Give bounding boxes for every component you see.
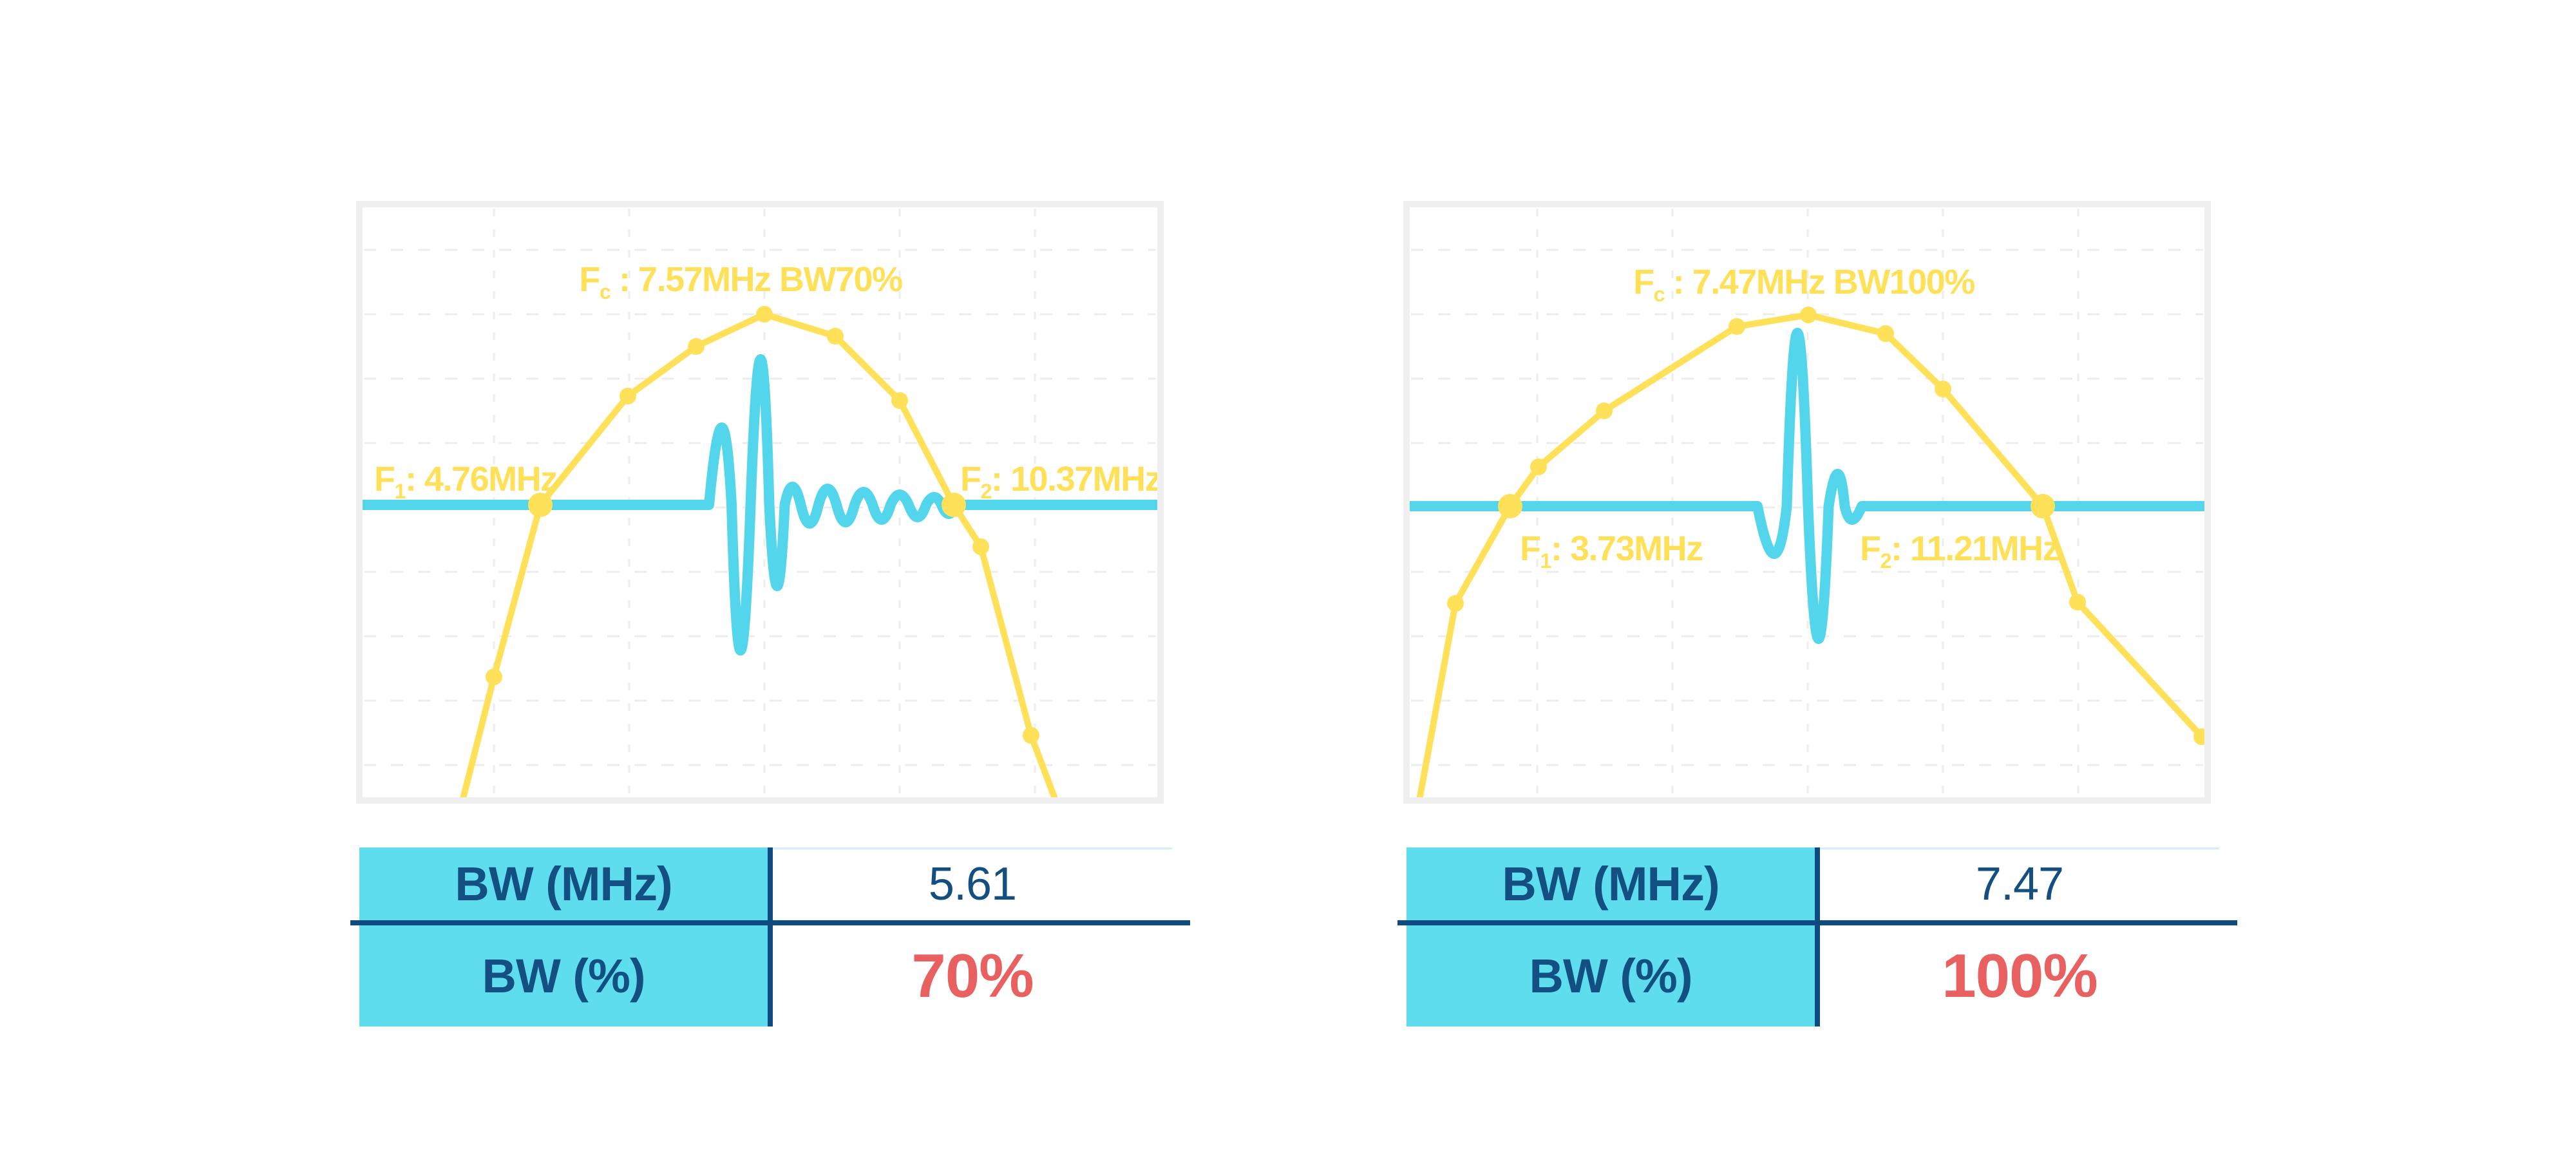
table-row-divider-line: [1397, 920, 2237, 925]
bw-mhz-value-cell: 5.61: [773, 847, 1172, 920]
bw-pct-value: 100%: [1942, 941, 2098, 1010]
f2-annotation: F2: 10.37MHz: [960, 460, 1162, 502]
spectrum-data-point: [486, 668, 502, 685]
table-row-divider-line: [350, 920, 1190, 925]
bw-mhz-value: 7.47: [1975, 858, 2064, 910]
bw-pct-value-cell: 70%: [773, 925, 1172, 1026]
f1-symbol: F: [1520, 529, 1541, 568]
pulse-waveform: [1403, 328, 2211, 644]
bw-pct-label-cell: BW (%): [1406, 925, 1815, 1026]
bandwidth-edge-marker: [2031, 494, 2055, 518]
spectrum-data-point: [1728, 318, 1745, 335]
f1-annotation: F1: 3.73MHz: [1520, 529, 1703, 571]
table-column-separator: [768, 847, 773, 1026]
f1-symbol: F: [374, 460, 395, 498]
spectrum-data-point: [688, 338, 705, 355]
bw-mhz-label-cell: BW (MHz): [1406, 847, 1815, 920]
bw-pct-label: BW (%): [482, 949, 646, 1003]
f1-value-text: : 4.76MHz: [405, 460, 558, 498]
fc-subscript: c: [599, 279, 611, 303]
spectrum-data-point: [2069, 594, 2086, 610]
bw-mhz-label: BW (MHz): [455, 857, 672, 911]
fc-annotation: Fc : 7.47MHz BW100%: [1633, 263, 1976, 305]
bandwidth-edge-marker: [1498, 494, 1522, 518]
table-column-separator: [1815, 847, 1820, 1026]
spectrum-data-point: [1447, 595, 1464, 612]
bw-pct-label: BW (%): [1529, 949, 1693, 1003]
value-column-top-border: [1820, 847, 2219, 849]
f2-annotation: F2: 11.21MHz: [1860, 529, 2060, 571]
bw-mhz-value-cell: 7.47: [1820, 847, 2219, 920]
bw-pct-value-cell: 100%: [1820, 925, 2219, 1026]
table-label-column: [1406, 847, 1815, 1026]
spectrum-data-point: [891, 392, 908, 409]
chart-panel-bw100: Fc : 7.47MHz BW100% F1: 3.73MHz F2: 11.2…: [1403, 201, 2211, 804]
f1-subscript: 1: [394, 479, 406, 503]
bw-mhz-value: 5.61: [928, 858, 1017, 910]
spectrum-data-point: [1530, 459, 1547, 475]
fc-value-text: : 7.47MHz BW100%: [1664, 263, 1976, 301]
f2-subscript: 2: [980, 479, 992, 503]
spectrum-data-point: [756, 306, 773, 323]
spectrum-data-point: [1935, 381, 1951, 397]
bw-table-bw100: BW (MHz) 7.47 BW (%) 100%: [1397, 847, 2237, 1026]
f2-value-text: : 10.37MHz: [991, 460, 1162, 498]
bw-pct-label-cell: BW (%): [359, 925, 768, 1026]
spectrum-pulse-plot-bw100: [1403, 209, 2211, 804]
value-column-top-border: [773, 847, 1172, 849]
spectrum-pulse-plot-bw70: [356, 209, 1164, 804]
bw-pct-value: 70%: [911, 941, 1034, 1010]
spectrum-data-point: [827, 328, 844, 345]
bandwidth-edge-marker: [528, 493, 553, 517]
spectrum-curve: [1416, 312, 2205, 804]
fc-symbol: F: [579, 260, 600, 299]
spectrum-data-point: [2193, 728, 2210, 745]
fc-subscript: c: [1653, 282, 1665, 306]
f2-value-text: : 11.21MHz: [1891, 529, 2060, 568]
table-label-column: [359, 847, 768, 1026]
f2-subscript: 2: [1880, 549, 1892, 572]
spectrum-data-point: [1596, 402, 1613, 419]
chart-panel-bw70: Fc : 7.57MHz BW70% F1: 4.76MHz F2: 10.37…: [356, 201, 1164, 804]
fc-symbol: F: [1633, 263, 1654, 301]
spectrum-data-point: [620, 388, 636, 404]
spectrum-curve: [459, 311, 1060, 804]
f2-symbol: F: [960, 460, 981, 498]
f1-annotation: F1: 4.76MHz: [374, 460, 558, 502]
bw-mhz-label: BW (MHz): [1502, 857, 1719, 911]
spectrum-data-point: [972, 538, 989, 555]
spectrum-data-point: [1023, 727, 1039, 744]
pulse-waveform: [356, 354, 1164, 656]
spectrum-data-point: [1800, 307, 1817, 323]
bandwidth-edge-marker: [942, 493, 966, 517]
fc-annotation: Fc : 7.57MHz BW70%: [579, 260, 903, 302]
bw-table-bw70: BW (MHz) 5.61 BW (%) 70%: [350, 847, 1190, 1026]
f2-symbol: F: [1860, 529, 1881, 568]
f1-subscript: 1: [1540, 549, 1552, 572]
spectrum-data-point: [1877, 325, 1894, 342]
bw-mhz-label-cell: BW (MHz): [359, 847, 768, 920]
f1-value-text: : 3.73MHz: [1551, 529, 1703, 568]
fc-value-text: : 7.57MHz BW70%: [610, 260, 903, 299]
